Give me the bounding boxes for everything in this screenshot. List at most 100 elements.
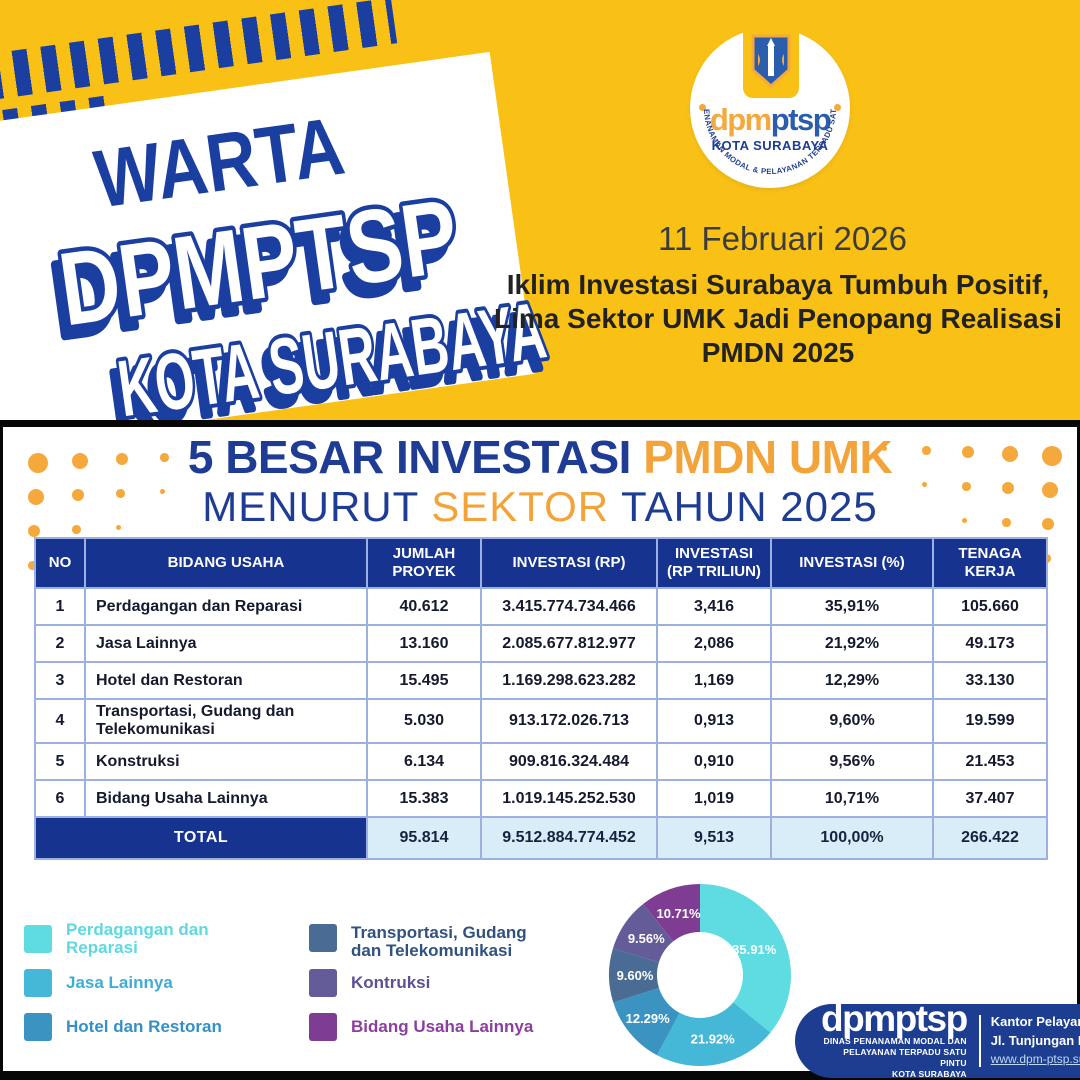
donut-slice-label: 9.60% xyxy=(617,968,654,983)
legend-item: Transportasi, Gudang dan Telekomunikasi xyxy=(309,924,551,959)
legend-item: Kontruksi xyxy=(309,968,551,997)
table-column-header: BIDANG USAHA xyxy=(84,537,368,589)
footer-brand-block: dpmptsp DINAS PENANAMAN MODAL DAN PELAYA… xyxy=(821,998,968,1079)
decorative-dot xyxy=(1002,482,1015,495)
footer-brand: dpmptsp xyxy=(821,998,968,1040)
logo-acronym-ptsp: ptsp xyxy=(770,102,832,137)
decorative-dot xyxy=(962,518,967,523)
decorative-dot xyxy=(1002,518,1011,527)
legend-item: Jasa Lainnya xyxy=(24,968,266,997)
donut-chart: 35.91% 21.92% 12.29% 9.60% 9.56% 10.71% xyxy=(609,884,791,1066)
table-total-investment_rp: 9.512.884.774.452 xyxy=(480,816,658,860)
table-row: 6 Bidang Usaha Lainnya 15.383 1.019.145.252… xyxy=(34,779,1048,818)
donut-slice xyxy=(612,903,674,963)
footer-office-address: Jl. Tunjungan No. 1 Surabaya xyxy=(990,1033,1080,1049)
masthead-card: WARTA DPMPTSP DPMPTSP KOTA SURABAYA KOTA… xyxy=(0,51,555,454)
table-cell-sector: Jasa Lainnya xyxy=(84,624,368,663)
legend-swatch xyxy=(24,1012,52,1041)
logo-acronym: dpmptsp xyxy=(690,102,850,138)
footer-brand-sub2: PELAYANAN TERPADU SATU PINTU xyxy=(843,1046,967,1068)
table-cell-projects: 15.495 xyxy=(366,661,482,700)
table-cell-sector: Hotel dan Restoran xyxy=(84,661,368,700)
table-row: 1 Perdagangan dan Reparasi 40.612 3.415.774… xyxy=(34,587,1048,626)
decorative-dot xyxy=(28,561,37,570)
table-total-investment_trillion: 9,513 xyxy=(656,816,772,860)
table-cell-no: 4 xyxy=(34,698,86,744)
legend-item: Bidang Usaha Lainnya xyxy=(309,1012,551,1041)
table-cell-investment_rp: 1.019.145.252.530 xyxy=(480,779,658,818)
table-cell-no: 6 xyxy=(34,779,86,818)
legend-label: Kontruksi xyxy=(351,972,431,992)
decorative-dot xyxy=(882,446,887,451)
legend-swatch xyxy=(309,968,337,997)
footer-brand-sub1: DINAS PENANAMAN MODAL DAN xyxy=(823,1035,967,1046)
table-cell-investment_pct: 10,71% xyxy=(770,779,934,818)
donut-slice xyxy=(700,884,791,1033)
legend-swatch xyxy=(309,924,337,952)
donut-slice xyxy=(643,884,700,942)
panel-title-line2: MENURUT SEKTOR TAHUN 2025 xyxy=(0,483,1080,531)
donut-slice-label: 21.92% xyxy=(691,1031,736,1046)
table-header: NO BIDANG USAHA JUMLAH PROYEK INVESTASI (RP… xyxy=(34,537,1048,589)
table-cell-workers: 21.453 xyxy=(932,742,1048,781)
footer-brand-sub3: KOTA SURABAYA xyxy=(891,1068,967,1079)
table-body: 1 Perdagangan dan Reparasi 40.612 3.415.774… xyxy=(34,587,1048,860)
table-cell-no: 5 xyxy=(34,742,86,781)
donut-slice-label: 9.56% xyxy=(628,931,665,946)
table-row: 5 Konstruksi 6.134 909.816.324.484 0,910 9,56… xyxy=(34,742,1048,781)
table-cell-investment_pct: 21,92% xyxy=(770,624,934,663)
table-cell-projects: 13.160 xyxy=(366,624,482,663)
table-cell-projects: 5.030 xyxy=(366,698,482,744)
donut-slice-label: 12.29% xyxy=(626,1011,671,1026)
decorative-dot xyxy=(160,453,169,462)
decorative-dot xyxy=(922,446,931,455)
footer-website-link[interactable]: www.dpm-ptsp.surabaya.go.id xyxy=(990,1052,1080,1067)
decorative-dot xyxy=(116,489,125,498)
legend-swatch xyxy=(24,968,52,997)
table-total-row: TOTAL 95.814 9.512.884.774.452 9,513 100,00%… xyxy=(34,816,1048,860)
issue-date: 11 Februari 2026 xyxy=(658,220,907,257)
table-column-header: TENAGA KERJA xyxy=(932,537,1048,589)
legend-label: Transportasi, Gudang dan Telekomunikasi xyxy=(351,923,527,960)
table-cell-workers: 19.599 xyxy=(932,698,1048,744)
logo-side-dot xyxy=(834,104,841,111)
table-cell-workers: 49.173 xyxy=(932,624,1048,663)
legend-label: Jasa Lainnya xyxy=(66,972,173,992)
bottom-black-bar xyxy=(0,1071,1080,1080)
table-total-investment_pct: 100,00% xyxy=(770,816,934,860)
table-cell-investment_trillion: 2,086 xyxy=(656,624,772,663)
decorative-dot xyxy=(922,482,927,487)
table-cell-investment_rp: 1.169.298.623.282 xyxy=(480,661,658,700)
legend-item: Perdagangan dan Reparasi xyxy=(24,920,266,956)
donut-slice xyxy=(656,1002,771,1066)
table-cell-investment_trillion: 0,913 xyxy=(656,698,772,744)
table-cell-investment_trillion: 0,910 xyxy=(656,742,772,781)
table-cell-workers: 105.660 xyxy=(932,587,1048,626)
table-cell-investment_rp: 2.085.677.812.977 xyxy=(480,624,658,663)
table-cell-investment_pct: 35,91% xyxy=(770,587,934,626)
decorative-dot xyxy=(28,525,41,538)
table-cell-investment_pct: 12,29% xyxy=(770,661,934,700)
svg-text:DINAS PENANAMAN MODAL & PELAYA: DINAS PENANAMAN MODAL & PELAYANAN TERPAD… xyxy=(690,28,838,176)
table-row: 4 Transportasi, Gudang dan Telekomunikasi… xyxy=(34,698,1048,744)
logo-ring-text-path: DINAS PENANAMAN MODAL & PELAYANAN TERPAD… xyxy=(690,28,838,176)
table-column-header: INVESTASI (%) xyxy=(770,537,934,589)
table-cell-investment_rp: 909.816.324.484 xyxy=(480,742,658,781)
table-cell-investment_pct: 9,60% xyxy=(770,698,934,744)
table-cell-no: 1 xyxy=(34,587,86,626)
headline: Iklim Investasi Surabaya Tumbuh Positif,… xyxy=(478,268,1078,370)
footer-divider xyxy=(978,1015,981,1067)
decorative-dot xyxy=(72,525,81,534)
table-cell-sector: Transportasi, Gudang dan Telekomunikasi xyxy=(84,698,368,744)
panel-title-line1: 5 BESAR INVESTASI PMDN UMK xyxy=(0,430,1080,484)
decorative-dot xyxy=(116,525,121,530)
table-row: 2 Jasa Lainnya 13.160 2.085.677.812.977 2,08… xyxy=(34,624,1048,663)
legend-swatch xyxy=(24,924,52,953)
table-total-projects: 95.814 xyxy=(366,816,482,860)
table-cell-workers: 33.130 xyxy=(932,661,1048,700)
table-column-header: INVESTASI (RP TRILIUN) xyxy=(656,537,772,589)
decorative-dot xyxy=(28,489,45,506)
legend-swatch xyxy=(309,1012,337,1041)
decorative-dot xyxy=(72,489,85,502)
decorative-dot xyxy=(160,489,165,494)
